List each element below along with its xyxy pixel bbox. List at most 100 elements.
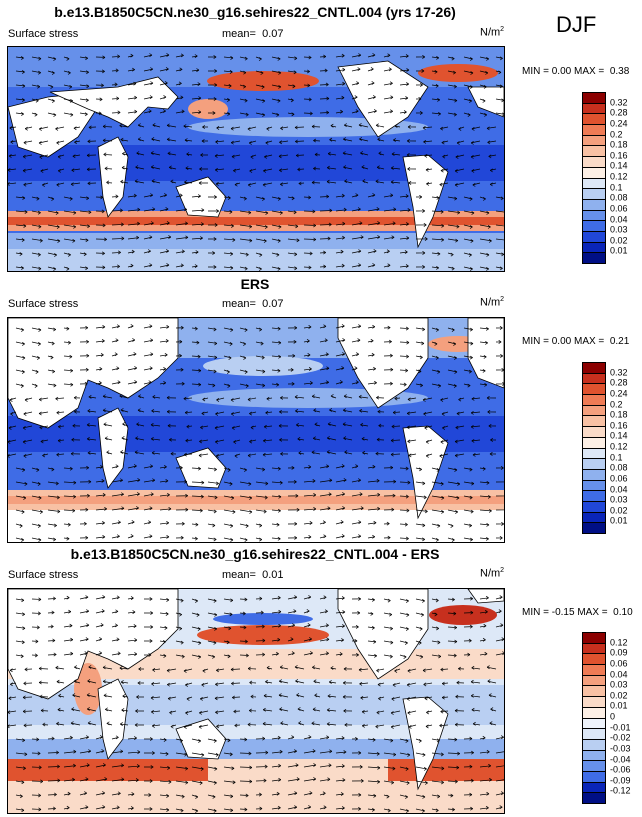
vector-arrowhead xyxy=(342,624,345,628)
vector-arrowhead xyxy=(372,534,376,539)
vector-arrowhead xyxy=(8,168,11,172)
vector-arrowhead xyxy=(165,207,169,211)
vector-arrowhead xyxy=(279,707,283,712)
vector-arrowhead xyxy=(453,84,457,89)
vector-arrowhead xyxy=(247,127,251,131)
vector-arrowhead xyxy=(373,249,377,253)
vector-arrow xyxy=(15,467,25,471)
vector-arrowhead xyxy=(386,249,390,254)
vector-arrowhead xyxy=(358,667,362,672)
vector-arrowhead xyxy=(471,396,475,401)
vector-arrow xyxy=(479,653,488,656)
vector-arrow xyxy=(463,481,474,484)
vector-arrow xyxy=(335,83,345,86)
vector-arrowhead xyxy=(180,53,184,58)
vector-arrow xyxy=(239,794,249,796)
vector-arrow xyxy=(471,681,481,684)
vector-arrowhead xyxy=(151,436,154,441)
vector-arrowhead xyxy=(294,535,298,540)
vector-arrowhead xyxy=(293,339,297,344)
vector-arrow xyxy=(479,327,489,330)
vector-arrowhead xyxy=(389,353,393,358)
vector-arrow xyxy=(335,807,345,810)
vector-arrow xyxy=(191,752,205,756)
vector-arrowhead xyxy=(87,450,91,455)
vector-arrow xyxy=(79,84,90,87)
vector-arrow xyxy=(87,424,97,427)
vector-arrow xyxy=(55,667,65,670)
vector-arrowhead xyxy=(106,721,110,726)
vector-arrowhead xyxy=(311,721,315,726)
vector-arrowhead xyxy=(339,652,343,656)
vector-arrow xyxy=(230,126,241,130)
vector-arrow xyxy=(383,654,393,657)
vector-arrow xyxy=(185,439,193,442)
vector-arrow xyxy=(271,495,282,498)
vector-arrowhead xyxy=(343,478,347,482)
vector-arrowhead xyxy=(9,668,13,673)
vector-arrow xyxy=(159,466,167,469)
vector-arrowhead xyxy=(184,452,187,457)
vector-arrowhead xyxy=(278,224,282,229)
vector-arrowhead xyxy=(121,165,125,170)
vector-arrowhead xyxy=(372,263,376,267)
vector-arrowhead xyxy=(166,520,170,525)
vector-arrow xyxy=(271,597,281,600)
vector-arrowhead xyxy=(441,766,445,771)
colorbar-tick-label: 0.32 xyxy=(610,367,628,378)
vector-arrow xyxy=(87,680,97,684)
vector-arrowhead xyxy=(389,612,393,617)
vector-arrow xyxy=(351,325,361,329)
colorbar-box xyxy=(583,512,605,524)
vector-arrowhead xyxy=(249,510,253,514)
vector-arrowhead xyxy=(265,481,269,486)
colorbar-tick-label: 0.03 xyxy=(610,494,628,505)
vector-arrow xyxy=(367,738,376,741)
vector-arrowhead xyxy=(390,95,394,100)
vector-arrowhead xyxy=(405,466,409,471)
vector-arrow xyxy=(191,640,202,644)
vector-arrow xyxy=(127,97,137,100)
vector-arrow xyxy=(367,808,375,811)
colorbar-box xyxy=(583,739,605,751)
vector-arrowhead xyxy=(483,354,487,359)
vector-arrowhead xyxy=(166,794,170,798)
vector-arrow xyxy=(313,437,321,441)
vector-arrow xyxy=(191,495,204,498)
vector-arrowhead xyxy=(391,424,395,429)
vector-arrowhead xyxy=(450,524,454,528)
vector-arrowhead xyxy=(378,423,382,428)
vector-arrow xyxy=(70,722,81,726)
vector-arrow xyxy=(120,139,129,142)
vector-arrowhead xyxy=(405,54,409,58)
vector-arrow xyxy=(471,709,481,712)
vector-arrow xyxy=(495,252,504,255)
vector-arrowhead xyxy=(263,778,267,783)
vector-arrowhead xyxy=(249,708,252,713)
colorbar-box xyxy=(583,686,605,698)
vector-arrow xyxy=(47,794,57,796)
vector-arrow xyxy=(223,766,235,769)
vector-arrowhead xyxy=(249,169,253,173)
colorbar-tick-label: 0.06 xyxy=(610,473,628,484)
vector-arrowhead xyxy=(226,370,230,374)
vector-arrowhead xyxy=(166,221,170,225)
vector-arrowhead xyxy=(467,652,471,657)
vector-arrow xyxy=(184,181,193,184)
vector-arrow xyxy=(431,780,444,783)
vector-arrow xyxy=(351,208,361,212)
colorbar-tick-label: -0.03 xyxy=(610,743,631,754)
vector-arrow xyxy=(440,126,449,129)
vector-arrowhead xyxy=(376,437,380,442)
vector-arrowhead xyxy=(262,467,265,472)
vector-arrow xyxy=(239,98,248,101)
vector-arrowhead xyxy=(500,196,504,201)
vector-arrowhead xyxy=(198,368,202,373)
vector-arrowhead xyxy=(486,396,490,400)
vector-arrowhead xyxy=(454,737,458,742)
vector-arrowhead xyxy=(228,626,232,631)
vector-arrow xyxy=(111,70,119,72)
vector-arrow xyxy=(335,223,345,226)
colorbar-box xyxy=(583,459,605,470)
vector-arrowhead xyxy=(441,510,444,514)
